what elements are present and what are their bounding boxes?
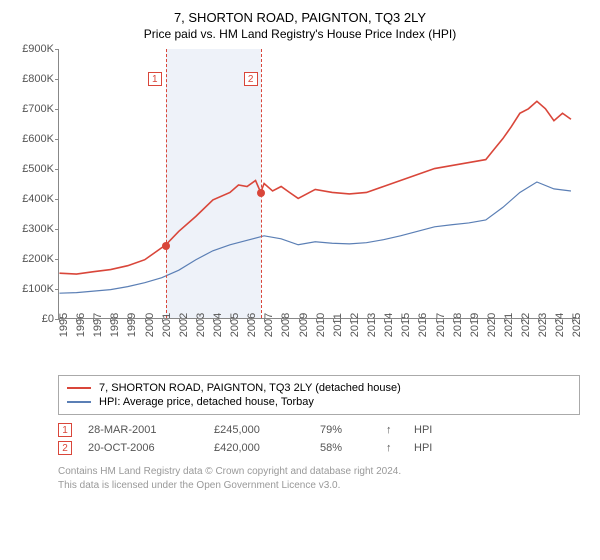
- sale-price: £245,000: [214, 424, 304, 436]
- y-tick-label: £400K: [22, 193, 54, 205]
- y-tick: [55, 169, 59, 170]
- line-series-svg: [59, 49, 580, 318]
- legend: 7, SHORTON ROAD, PAIGNTON, TQ3 2LY (deta…: [58, 375, 580, 415]
- series-hpi: [59, 182, 570, 293]
- y-tick: [55, 259, 59, 260]
- chart-area: £0 £100K £200K £300K £400K £500K £600K £700K £80…: [12, 49, 588, 369]
- sale-row: 1 28-MAR-2001 £245,000 79% ↑ HPI: [58, 423, 580, 437]
- legend-item: HPI: Average price, detached house, Torb…: [67, 396, 571, 408]
- sale-pct: 79%: [320, 424, 370, 436]
- sale-row: 2 20-OCT-2006 £420,000 58% ↑ HPI: [58, 441, 580, 455]
- arrow-up-icon: ↑: [386, 424, 398, 436]
- sale-date: 20-OCT-2006: [88, 442, 198, 454]
- sale-callout: 1: [148, 72, 162, 86]
- sale-suffix: HPI: [414, 442, 444, 454]
- y-tick: [55, 289, 59, 290]
- sale-vline: [261, 49, 262, 318]
- x-axis: 1995199619971998199920002001200220032004…: [58, 321, 580, 369]
- y-tick: [55, 199, 59, 200]
- sale-suffix: HPI: [414, 424, 444, 436]
- footer-line-1: Contains HM Land Registry data © Crown c…: [58, 465, 580, 479]
- sale-price: £420,000: [214, 442, 304, 454]
- legend-swatch: [67, 387, 91, 389]
- sales-table: 1 28-MAR-2001 £245,000 79% ↑ HPI 2 20-OCT-2006 £…: [58, 423, 580, 455]
- sale-callout: 2: [244, 72, 258, 86]
- plot-region: 12: [58, 49, 580, 319]
- sale-marker: [257, 189, 265, 197]
- y-axis: £0£100K£200K£300K£400K£500K£600K£700K£80…: [12, 49, 56, 319]
- y-tick-label: £700K: [22, 103, 54, 115]
- footer-line-2: This data is licensed under the Open Gov…: [58, 479, 580, 493]
- y-tick-label: £800K: [22, 73, 54, 85]
- sale-pct: 58%: [320, 442, 370, 454]
- series-property: [59, 101, 570, 274]
- y-tick: [55, 139, 59, 140]
- y-tick-label: £100K: [22, 283, 54, 295]
- y-tick-label: £600K: [22, 133, 54, 145]
- chart-subtitle: Price paid vs. HM Land Registry's House …: [12, 27, 588, 41]
- y-tick-label: £500K: [22, 163, 54, 175]
- x-tick-label: 2025: [571, 313, 600, 337]
- sale-vline: [166, 49, 167, 318]
- y-tick-label: £0: [42, 313, 54, 325]
- legend-label: HPI: Average price, detached house, Torb…: [99, 396, 314, 408]
- chart-title: 7, SHORTON ROAD, PAIGNTON, TQ3 2LY: [12, 10, 588, 25]
- y-tick-label: £300K: [22, 223, 54, 235]
- sale-index-box: 2: [58, 441, 72, 455]
- y-tick-label: £900K: [22, 43, 54, 55]
- y-tick: [55, 109, 59, 110]
- y-tick: [55, 229, 59, 230]
- legend-item: 7, SHORTON ROAD, PAIGNTON, TQ3 2LY (deta…: [67, 382, 571, 394]
- legend-label: 7, SHORTON ROAD, PAIGNTON, TQ3 2LY (deta…: [99, 382, 401, 394]
- y-tick: [55, 49, 59, 50]
- sale-index-box: 1: [58, 423, 72, 437]
- arrow-up-icon: ↑: [386, 442, 398, 454]
- legend-swatch: [67, 401, 91, 403]
- y-tick: [55, 79, 59, 80]
- footer-attribution: Contains HM Land Registry data © Crown c…: [58, 465, 580, 493]
- y-tick-label: £200K: [22, 253, 54, 265]
- chart-container: 7, SHORTON ROAD, PAIGNTON, TQ3 2LY Price…: [0, 0, 600, 505]
- sale-date: 28-MAR-2001: [88, 424, 198, 436]
- sale-marker: [162, 242, 170, 250]
